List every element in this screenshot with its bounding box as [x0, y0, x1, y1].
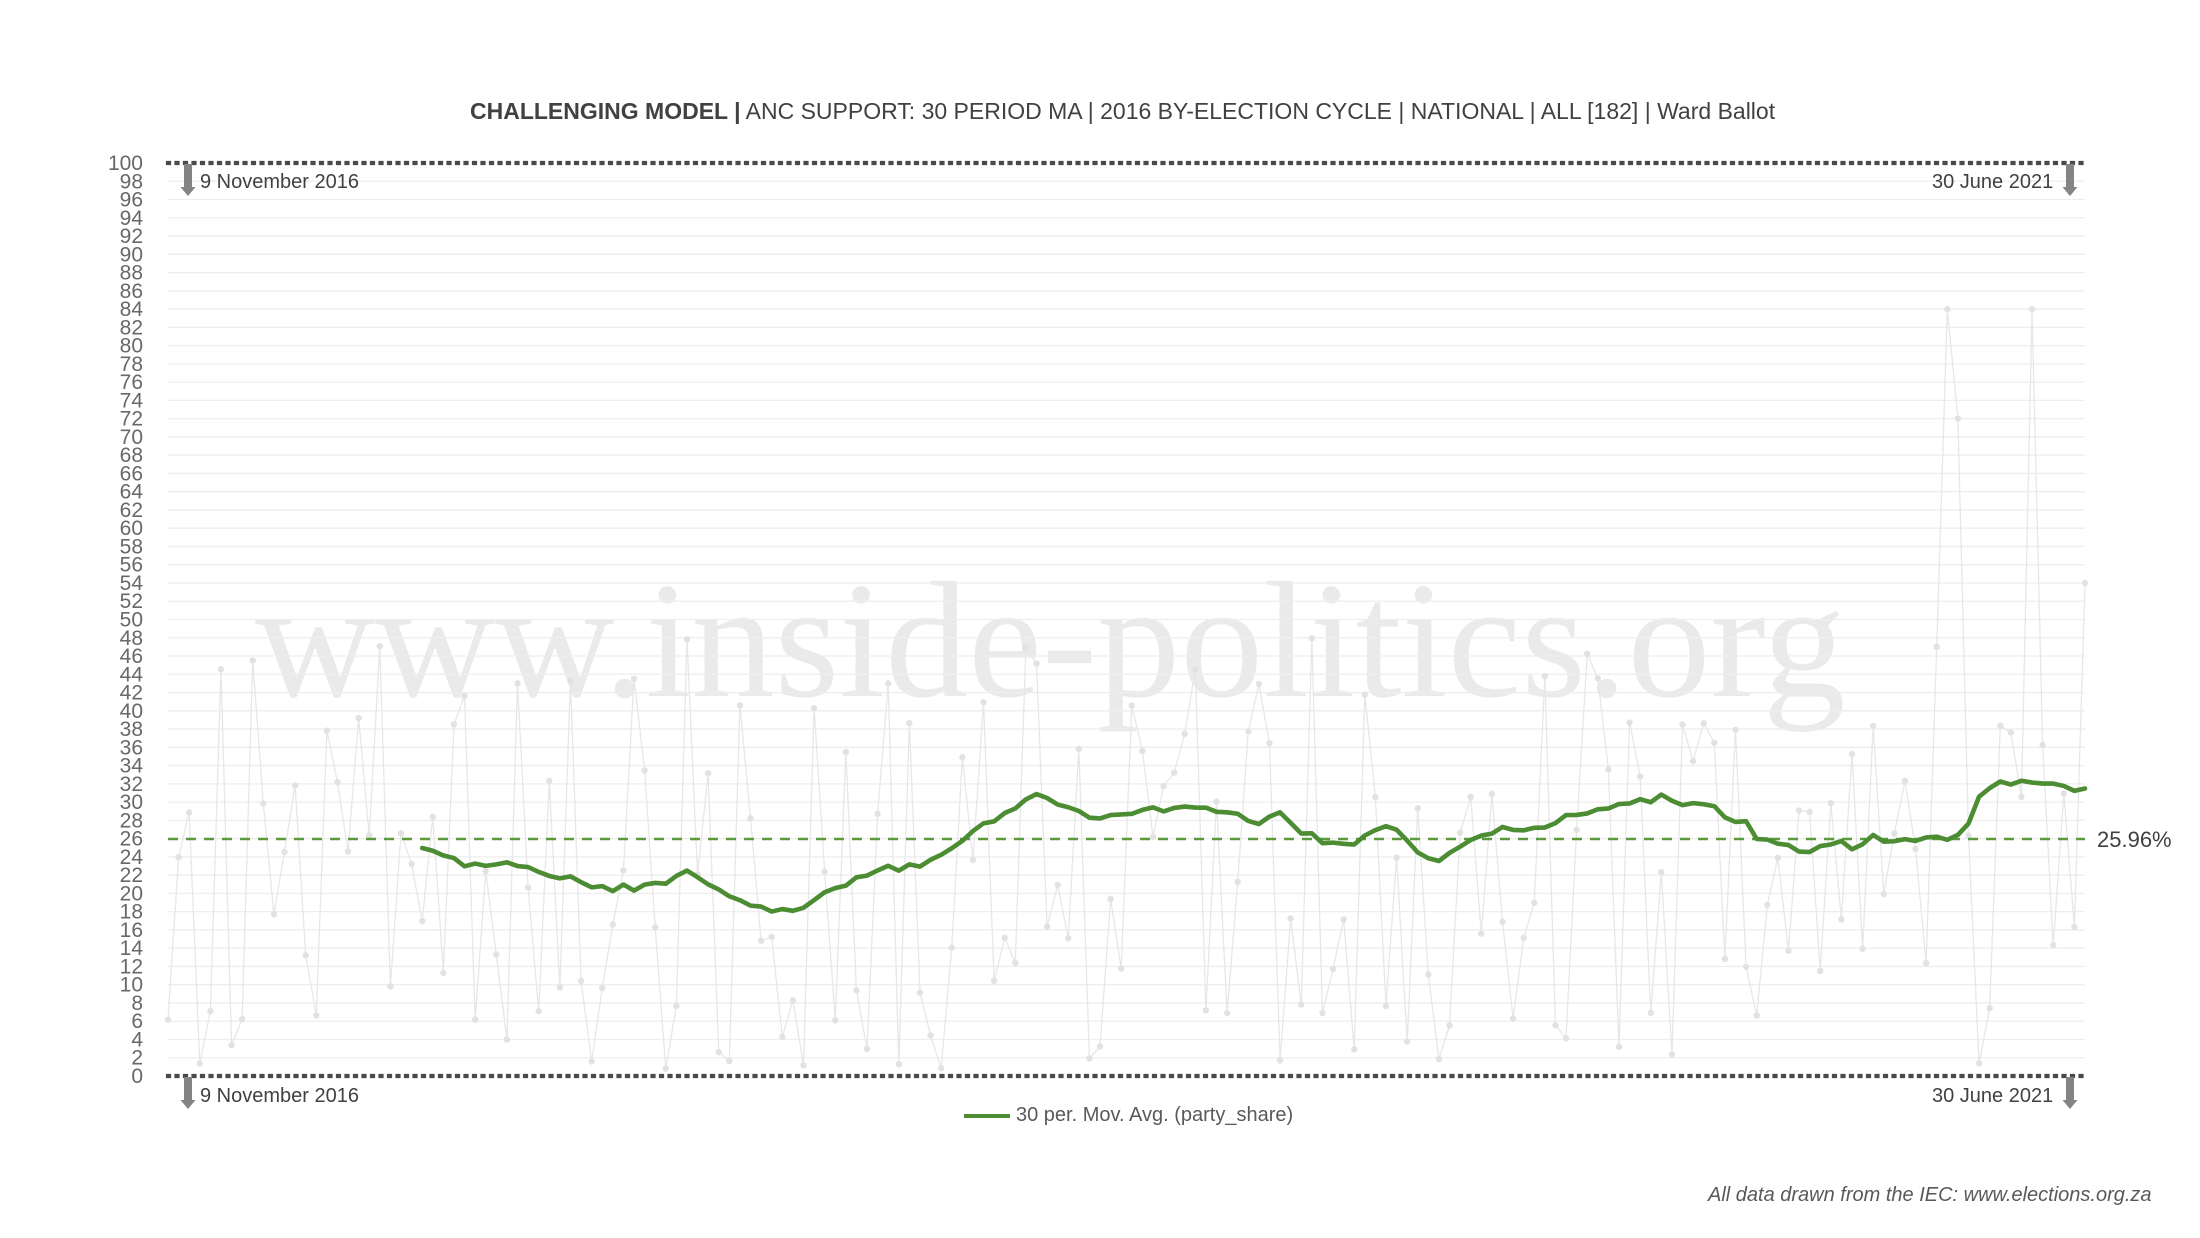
svg-text:100: 100 — [108, 152, 143, 175]
